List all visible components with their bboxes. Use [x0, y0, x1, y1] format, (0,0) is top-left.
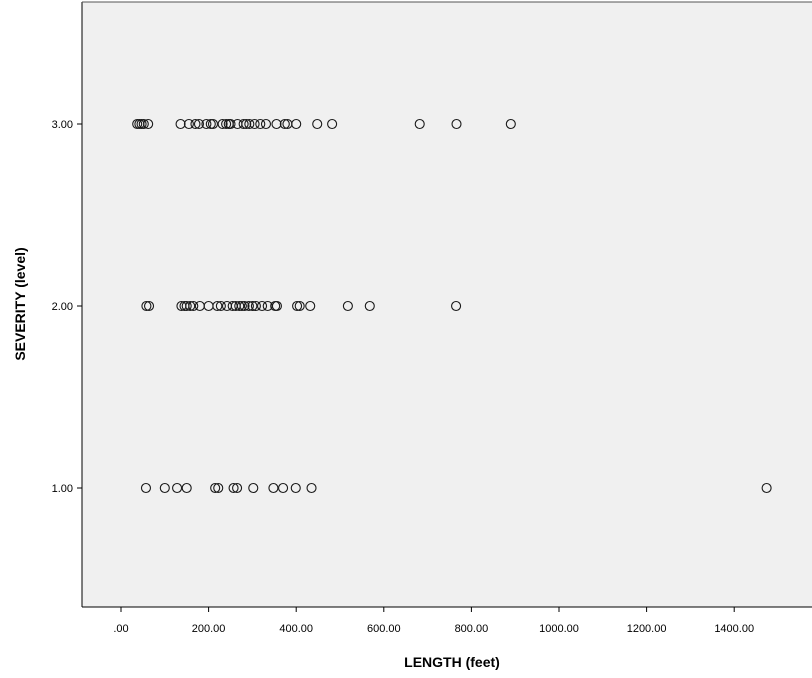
data-point	[243, 300, 254, 312]
data-point	[143, 300, 155, 312]
data-point	[175, 118, 186, 130]
data-point	[291, 118, 302, 130]
data-point	[138, 118, 149, 130]
data-point	[271, 118, 282, 130]
data-point	[193, 118, 205, 130]
data-point	[278, 482, 289, 494]
data-point	[183, 118, 194, 130]
data-point	[364, 300, 375, 312]
data-point	[236, 300, 247, 312]
data-point	[225, 118, 236, 130]
data-point	[232, 482, 243, 494]
data-point	[241, 118, 252, 130]
y-tick-label: 2.00	[52, 301, 73, 313]
data-point	[305, 300, 316, 312]
x-tick-label: 400.00	[279, 623, 313, 635]
data-point	[327, 118, 338, 130]
data-point	[210, 482, 221, 494]
data-point	[190, 118, 201, 130]
data-point	[761, 482, 772, 494]
data-point	[290, 482, 301, 494]
y-tick-label: 1.00	[52, 483, 73, 495]
x-tick-label: 200.00	[192, 623, 226, 635]
data-point	[256, 300, 268, 312]
data-point	[249, 118, 260, 130]
data-point	[228, 482, 239, 494]
data-point	[451, 300, 462, 312]
data-point	[238, 118, 249, 130]
x-tick-label: 1000.00	[539, 623, 579, 635]
data-point	[188, 300, 199, 312]
x-tick-label: 600.00	[367, 623, 401, 635]
data-point	[201, 118, 212, 130]
data-point	[207, 118, 219, 130]
data-point	[172, 482, 183, 494]
data-point	[342, 300, 353, 312]
data-point	[185, 300, 196, 312]
data-point	[250, 300, 261, 312]
data-point	[234, 300, 245, 312]
x-axis-title: LENGTH (feet)	[404, 654, 500, 670]
data-point	[217, 118, 228, 130]
y-tick-label: 3.00	[52, 119, 73, 131]
data-point	[181, 300, 192, 312]
data-point	[279, 118, 290, 130]
x-tick-label: 800.00	[455, 623, 489, 635]
data-points	[132, 118, 772, 494]
x-axis-ticks: .00 200.00 400.00 600.00 800.00 1000.00 1200.0…	[113, 607, 754, 635]
data-point	[247, 300, 258, 312]
data-point	[271, 300, 282, 312]
data-point	[159, 482, 170, 494]
data-point	[294, 300, 305, 312]
data-point	[140, 482, 152, 494]
data-point	[255, 118, 266, 130]
data-point	[260, 118, 272, 130]
data-point	[213, 482, 224, 494]
data-point	[306, 482, 317, 494]
data-point	[312, 118, 323, 130]
x-tick-label: 1400.00	[714, 623, 754, 635]
data-point	[239, 300, 250, 312]
data-point	[248, 482, 259, 494]
data-point	[451, 118, 462, 130]
data-point	[244, 118, 255, 130]
data-point	[141, 300, 152, 312]
data-point	[143, 118, 154, 130]
data-point	[221, 118, 232, 130]
data-point	[292, 300, 303, 312]
y-axis-ticks: 1.00 2.00 3.00	[52, 119, 82, 495]
data-point	[215, 300, 226, 312]
x-tick-label: .00	[113, 623, 128, 635]
data-point	[212, 300, 223, 312]
data-point	[505, 118, 516, 130]
data-point	[181, 482, 192, 494]
data-point	[268, 482, 279, 494]
data-point	[414, 118, 425, 130]
y-axis-title: SEVERITY (level)	[12, 247, 28, 360]
x-tick-label: 1200.00	[627, 623, 667, 635]
